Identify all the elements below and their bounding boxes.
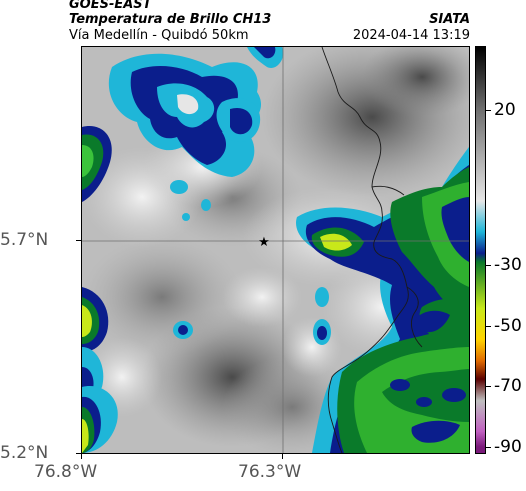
- route-subtitle: Vía Medellín - Quibdó 50km: [69, 28, 249, 43]
- lon-label-right: 76.3°W: [238, 462, 302, 482]
- colorbar-tick: [486, 447, 491, 448]
- lat-label-top: 5.7°N: [0, 230, 49, 250]
- cloud-cluster-northwest: [108, 47, 284, 221]
- source-label: SIATA: [429, 12, 470, 27]
- colorbar-label: 20: [494, 100, 516, 120]
- satellite-name: GOES-EAST: [69, 0, 152, 12]
- brightness-temperature-map[interactable]: ★: [81, 46, 470, 454]
- graticule: [82, 47, 469, 453]
- colorbar-tick: [486, 386, 491, 387]
- lat-label-bottom: 5.2°N: [0, 443, 49, 463]
- product-title: Temperatura de Brillo CH13: [69, 12, 272, 27]
- lon-tick-mark: [81, 454, 82, 459]
- colorbar-label: -90: [494, 437, 522, 457]
- colorbar-tick: [486, 326, 491, 327]
- colorbar-tick: [486, 110, 491, 111]
- border-lines: [321, 47, 423, 453]
- grayscale-texture: [82, 47, 469, 453]
- lat-tick-mark: [76, 240, 81, 241]
- colorbar: [475, 46, 486, 454]
- location-star-marker: ★: [258, 235, 270, 250]
- colorbar-label: -70: [494, 376, 522, 396]
- colorbar-label: -50: [494, 316, 522, 336]
- timestamp: 2024-04-14 13:19: [352, 28, 470, 43]
- cloud-band-west: [82, 126, 193, 453]
- colorbar-label: -30: [494, 255, 522, 275]
- lon-label-left: 76.8°W: [34, 462, 98, 482]
- colorbar-tick: [486, 265, 491, 266]
- lat-tick-mark: [76, 453, 81, 454]
- lon-tick-mark: [282, 454, 283, 459]
- cloud-system-east: [296, 147, 469, 453]
